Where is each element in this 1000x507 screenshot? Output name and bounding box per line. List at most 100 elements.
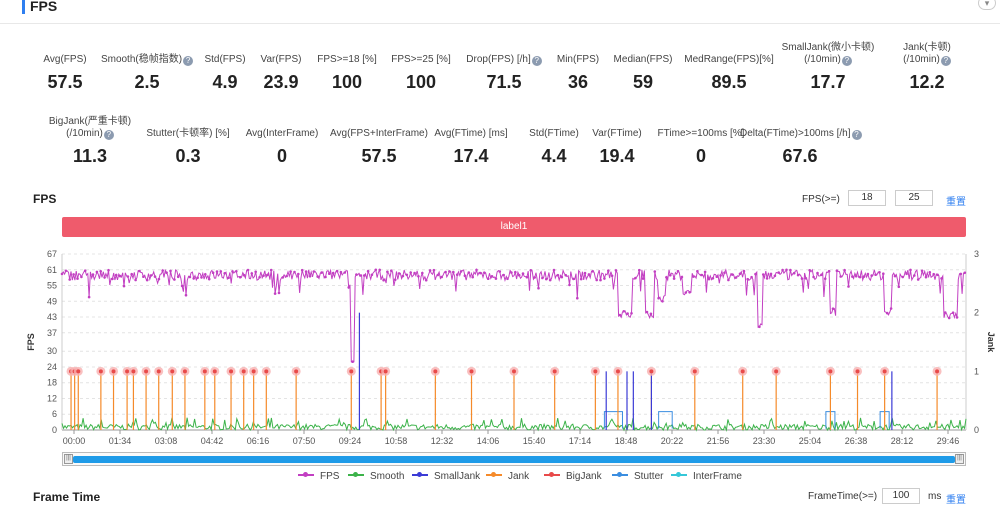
fps-point	[293, 270, 296, 274]
fps-threshold-input-1[interactable]: 18	[848, 190, 886, 206]
fps-point	[273, 292, 277, 295]
fps-point	[91, 273, 95, 276]
fps-point	[916, 278, 920, 281]
help-icon[interactable]: ?	[940, 56, 951, 66]
fps-point	[688, 291, 691, 294]
fps-point	[111, 277, 114, 281]
fps-reset-button[interactable]: 重置	[946, 197, 966, 208]
stutter-segment	[603, 411, 623, 429]
fps-point	[963, 271, 966, 275]
fps-point	[173, 278, 176, 281]
bigjank-marker	[241, 369, 246, 374]
metric-metrics_row2-1: Stutter(卡顿率) [%] 0.3	[128, 128, 248, 167]
y-tick-label: 61	[47, 265, 57, 275]
frame-time-threshold-label: FrameTime(>=)	[808, 491, 878, 502]
fps-point	[161, 269, 164, 272]
slider-track[interactable]	[73, 456, 955, 463]
fps-point	[169, 269, 172, 273]
fps-point	[351, 360, 354, 363]
bigjank-marker	[98, 369, 103, 374]
legend-item-smalljank[interactable]: SmallJank	[412, 471, 480, 482]
time-range-slider[interactable]: ||| |||	[62, 452, 966, 466]
metric-value: 4.9	[212, 72, 238, 92]
fps-point	[816, 271, 819, 275]
fps-point	[823, 277, 827, 280]
legend-swatch	[544, 472, 560, 477]
metric-label: FPS>=18 [%]	[317, 54, 377, 65]
fps-point	[754, 272, 757, 276]
fps-point	[785, 268, 788, 272]
fps-point	[246, 268, 250, 272]
legend-item-stutter[interactable]: Stutter	[612, 471, 663, 482]
help-icon[interactable]: ?	[183, 56, 194, 66]
bigjank-marker	[615, 369, 620, 374]
fps-point	[579, 277, 583, 281]
fps-point	[738, 272, 742, 276]
fps-point	[312, 270, 316, 273]
fps-point	[180, 284, 184, 288]
metric-value: 67.6	[782, 146, 818, 166]
fps-point	[719, 274, 722, 277]
metric-label: MedRange(FPS)[%]	[684, 54, 774, 65]
fps-threshold-input-2[interactable]: 25	[895, 190, 933, 206]
fps-point	[300, 268, 304, 272]
fps-point	[227, 276, 230, 280]
label-bar[interactable]: label1	[62, 217, 966, 237]
fps-point	[521, 272, 525, 275]
fps-point	[792, 271, 796, 275]
fps-point	[386, 270, 389, 274]
fps-point	[641, 277, 645, 280]
bigjank-marker	[76, 369, 81, 374]
y-tick-label: 18	[47, 378, 57, 388]
metric-label: Avg(FPS)	[43, 54, 87, 65]
legend-item-bigjank[interactable]: BigJank	[544, 471, 602, 482]
legend-item-jank[interactable]: Jank	[486, 471, 529, 482]
fps-point	[940, 277, 943, 280]
fps-point	[506, 277, 509, 281]
fps-point	[514, 270, 517, 274]
slider-right-handle[interactable]: |||	[955, 454, 964, 464]
metric-value: 17.4	[453, 146, 489, 166]
y2-tick-label: 0	[974, 425, 979, 435]
help-icon[interactable]: ?	[851, 130, 862, 140]
bigjank-marker	[552, 369, 557, 374]
fps-point	[60, 272, 64, 276]
fps-point	[196, 276, 199, 279]
legend-item-fps[interactable]: FPS	[298, 471, 339, 482]
help-icon[interactable]: ?	[841, 56, 852, 66]
fps-point	[362, 274, 366, 277]
metric-label: Std(FTime)	[529, 128, 579, 139]
fps-point	[328, 272, 331, 275]
slider-left-handle[interactable]: |||	[64, 454, 73, 464]
fps-point	[157, 277, 161, 281]
help-icon[interactable]: ?	[103, 130, 114, 140]
fps-point	[789, 268, 792, 272]
help-icon[interactable]: ?	[531, 56, 542, 66]
x-tick-label: 20:22	[661, 436, 684, 446]
fps-point	[541, 276, 544, 280]
fps-point	[924, 275, 928, 279]
chevron-down-icon[interactable]: ▾	[978, 0, 996, 10]
legend-item-interframe[interactable]: InterFrame	[671, 471, 742, 482]
x-tick-label: 12:32	[431, 436, 454, 446]
x-tick-label: 28:12	[891, 436, 914, 446]
bigjank-marker	[131, 369, 136, 374]
fps-point	[68, 278, 71, 281]
fps-point	[591, 270, 595, 273]
fps-point	[548, 278, 552, 282]
y-tick-label: 43	[47, 312, 57, 322]
fps-point	[854, 274, 858, 278]
fps-point	[486, 277, 490, 280]
frame-time-reset-button[interactable]: 重置	[946, 495, 966, 506]
metric-label: Median(FPS)	[613, 54, 673, 65]
fps-point	[607, 269, 610, 272]
fps-point	[390, 269, 393, 272]
fps-point	[599, 278, 602, 282]
legend-item-smooth[interactable]: Smooth	[348, 471, 404, 482]
fps-point	[711, 277, 715, 280]
fps-point	[723, 271, 726, 275]
x-tick-label: 07:50	[293, 436, 316, 446]
fps-point	[405, 273, 409, 277]
frame-time-threshold-input[interactable]: 100	[882, 488, 920, 504]
